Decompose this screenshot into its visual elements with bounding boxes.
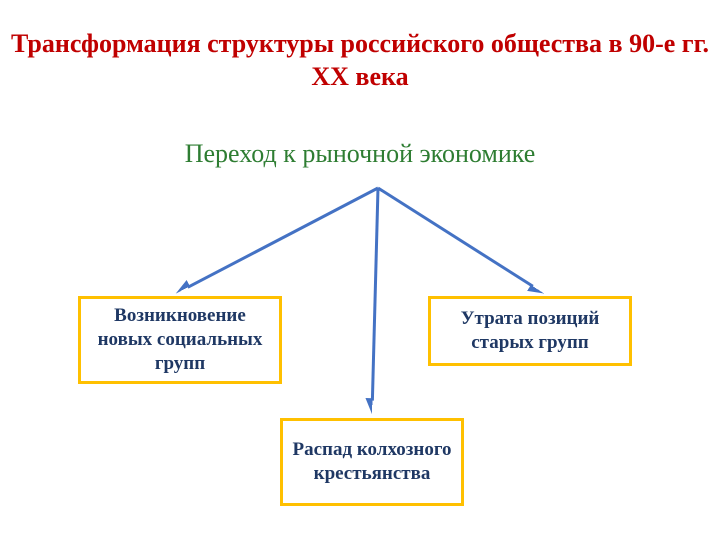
- node-label: Утрата позиций старых групп: [439, 307, 621, 355]
- node-label: Распад колхозного крестьянства: [291, 438, 453, 486]
- node-old-groups-loss: Утрата позиций старых групп: [428, 296, 632, 366]
- node-new-social-groups: Возникновение новых социальных групп: [78, 296, 282, 384]
- node-kolkhoz-collapse: Распад колхозного крестьянства: [280, 418, 464, 506]
- diagram-title: Трансформация структуры российского обще…: [0, 28, 720, 93]
- node-label: Возникновение новых социальных групп: [89, 304, 271, 375]
- arrow-right: [378, 188, 533, 286]
- diagram-subtitle: Переход к рыночной экономике: [0, 138, 720, 169]
- arrow-center: [372, 188, 378, 401]
- arrow-left: [188, 188, 378, 287]
